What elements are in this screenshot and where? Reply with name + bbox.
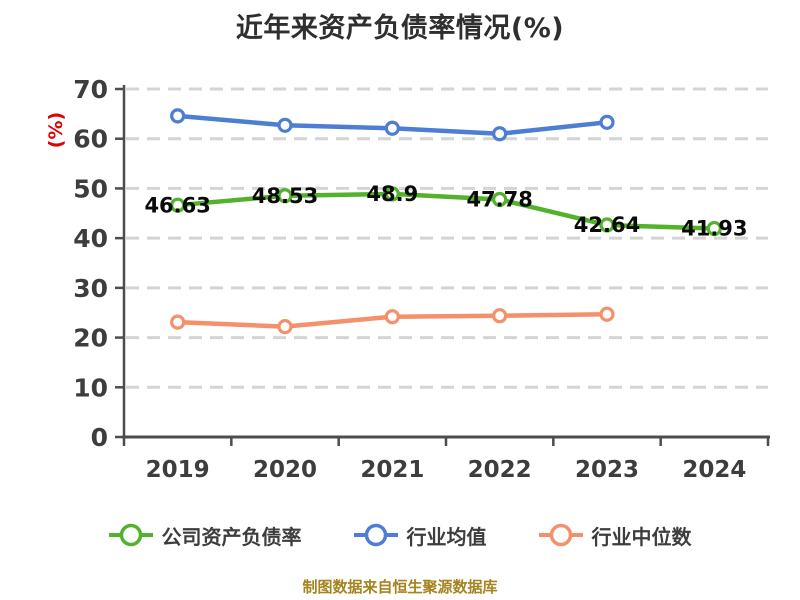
series-point: [599, 217, 615, 233]
series-point: [277, 319, 293, 335]
legend-marker-icon: [353, 523, 398, 547]
legend-marker-icon: [538, 523, 583, 547]
y-tick-label: 40: [73, 224, 108, 253]
legend-label: 行业均值: [406, 524, 487, 549]
legend: 公司资产负债率 行业均值 行业中位数: [0, 520, 800, 550]
legend-item-2[interactable]: 行业中位数: [538, 520, 692, 550]
y-tick-label: 0: [91, 423, 108, 452]
series-point: [599, 114, 615, 130]
x-tick-label: 2023: [575, 457, 639, 483]
series-point: [170, 108, 186, 124]
point-label: 42.64: [574, 213, 640, 237]
legend-label: 公司资产负债率: [161, 524, 302, 549]
y-tick-label: 10: [73, 373, 108, 402]
x-tick-label: 2022: [468, 457, 532, 483]
series-point: [277, 188, 293, 204]
series-point: [170, 314, 186, 330]
y-tick-label: 20: [73, 324, 108, 353]
y-tick-label: 30: [73, 274, 108, 303]
legend-label: 行业中位数: [591, 524, 692, 549]
point-label: 47.78: [466, 188, 532, 212]
series-point: [492, 308, 508, 324]
x-tick-label: 2024: [682, 457, 746, 483]
legend-item-0[interactable]: 公司资产负债率: [108, 520, 302, 550]
x-tick-label: 2020: [253, 457, 317, 483]
point-label: 48.9: [366, 182, 418, 206]
y-tick-label: 70: [73, 75, 108, 104]
y-axis-name: (%): [45, 112, 67, 148]
point-label: 46.63: [144, 193, 210, 217]
series-point: [706, 220, 722, 237]
series-point: [384, 186, 400, 202]
x-tick-label: 2019: [146, 457, 210, 483]
series-point: [492, 191, 508, 208]
series-point: [599, 306, 615, 322]
y-tick-label: 50: [73, 174, 108, 203]
series-point: [492, 126, 508, 142]
point-label: 48.53: [252, 184, 318, 208]
y-tick-label: 60: [73, 125, 108, 154]
series-line: [175, 191, 717, 231]
legend-item-1[interactable]: 行业均值: [353, 520, 487, 550]
point-label: 41.93: [681, 217, 747, 241]
x-tick-label: 2021: [360, 457, 424, 483]
series-point: [384, 309, 400, 325]
series-point: [277, 117, 293, 133]
data-source-note: 制图数据来自恒生聚源数据库: [302, 578, 498, 596]
legend-marker-icon: [108, 523, 153, 547]
series-point: [384, 120, 400, 136]
chart-title: 近年来资产负债率情况(%): [235, 13, 565, 44]
series-point: [170, 197, 186, 213]
